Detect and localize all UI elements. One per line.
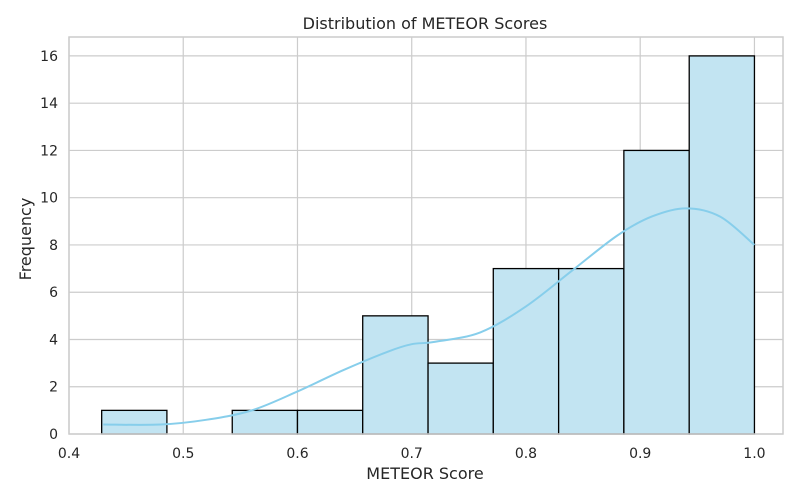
x-tick-label: 0.7	[401, 446, 423, 462]
y-tick-label: 10	[40, 191, 58, 207]
x-tick-label: 0.8	[515, 446, 537, 462]
y-tick-label: 2	[49, 380, 58, 396]
y-tick-label: 4	[49, 332, 58, 348]
histogram-bar	[296, 409, 364, 435]
kde	[103, 207, 756, 426]
y-axis-title: Frequency	[16, 198, 35, 281]
chart-title: Distribution of METEOR Scores	[303, 14, 548, 33]
y-tick-label: 8	[49, 238, 58, 254]
y-tick-label: 14	[40, 96, 58, 112]
histogram-bar	[623, 149, 690, 435]
histogram-bar	[101, 409, 168, 435]
y-tick-label: 0	[49, 427, 58, 443]
plot-frame	[68, 36, 784, 435]
histogram-bar	[427, 362, 494, 435]
histogram-bar	[492, 267, 560, 435]
histogram-bar	[688, 55, 756, 435]
x-tick-label: 0.4	[58, 446, 80, 462]
ticks: 0.4 0.5 0.6 0.7 0.8 0.9 1.0 0 2 4 6 8 10 12 14 16	[40, 49, 765, 462]
x-tick-label: 1.0	[743, 446, 765, 462]
x-tick-label: 0.9	[629, 446, 651, 462]
y-tick-label: 6	[49, 285, 58, 301]
y-tick-label: 16	[40, 49, 58, 65]
kde-line	[103, 207, 756, 426]
bars	[101, 55, 756, 435]
histogram-bar	[362, 315, 429, 435]
x-tick-label: 0.6	[286, 446, 308, 462]
x-axis-title: METEOR Score	[366, 464, 483, 483]
x-tick-label: 0.5	[172, 446, 194, 462]
histogram-bar	[557, 267, 625, 435]
y-tick-label: 12	[40, 143, 58, 159]
